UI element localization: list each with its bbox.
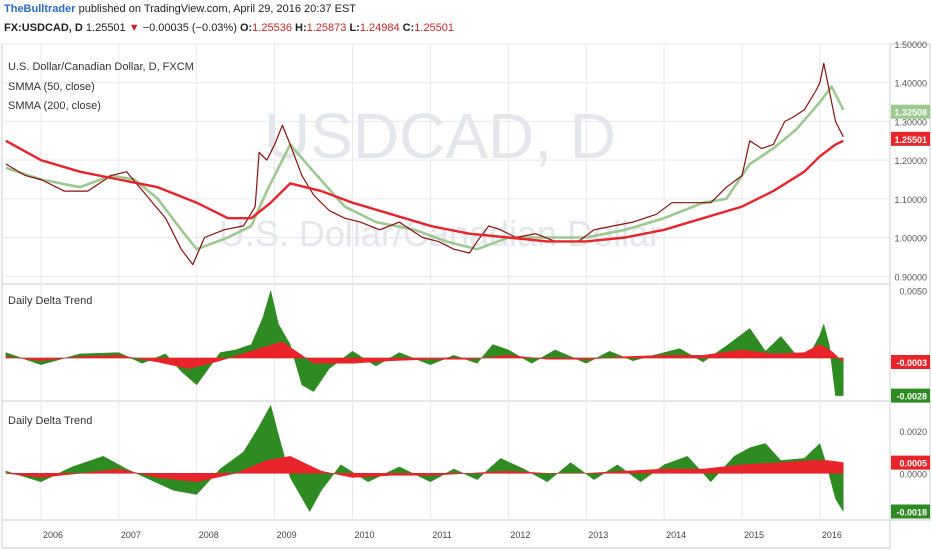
last-price: 1.25501 [85, 22, 126, 34]
close-key: C: [402, 22, 415, 34]
delta1-red-area [5, 341, 844, 369]
legend-smma50[interactable]: SMMA (50, close) [8, 81, 95, 93]
price-tick-label: 1.30000 [894, 117, 927, 127]
price-badge-label: -0.0003 [896, 358, 927, 368]
price-change: −0.00035 (−0.03%) [142, 22, 237, 34]
price-badge [891, 388, 930, 403]
price-badge [891, 104, 930, 119]
x-tick-labels: 2006 2007 2008 2009 2010 2011 2012 2013 2014 2015… [43, 530, 842, 540]
y-tick-labels: 1.50000 1.40000 1.30000 1.20000 1.10000 1.000… [894, 40, 927, 479]
price-tick-label: 1.40000 [894, 79, 927, 89]
legend-title: U.S. Dollar/Canadian Dollar, D, FXCM [8, 61, 194, 73]
down-arrow-icon: ▼ [128, 22, 140, 34]
price-badge-label: -0.0028 [896, 392, 927, 402]
x-tick-label: 2009 [277, 530, 297, 540]
symbol-ohlc-line: FX:USDCAD, D 1.25501 ▼ −0.00035 (−0.03%)… [0, 19, 932, 38]
delta1-tick-label: 0.0050 [899, 287, 927, 297]
price-tick-label: 0.90000 [894, 272, 927, 282]
price-tick-label: 1.10000 [894, 195, 927, 205]
smma200-line [5, 139, 844, 243]
gridlines [2, 43, 890, 520]
delta1-title[interactable]: Daily Delta Trend [8, 295, 92, 307]
price-tick-label: 1.20000 [894, 156, 927, 166]
published-text: published on TradingView.com, April 29, … [78, 3, 357, 15]
smma50-line [5, 85, 845, 251]
low-key: L: [349, 22, 360, 34]
x-tick-label: 2010 [355, 530, 375, 540]
price-tick-label: 1.00000 [894, 234, 927, 244]
price-badge [891, 355, 930, 369]
price-scale[interactable] [889, 43, 931, 521]
open-key: O: [239, 22, 253, 34]
delta2-tick-label: 0.0020 [899, 427, 927, 437]
delta2-red-area [5, 456, 844, 483]
watermark-symbol: USDCAD, D [264, 100, 616, 172]
delta2-green-area [5, 404, 844, 513]
price-badge-label: -0.0018 [896, 508, 927, 518]
delta2-series-group [5, 404, 844, 513]
author-link[interactable]: TheBulltrader [4, 3, 76, 15]
x-tick-label: 2011 [432, 530, 451, 540]
x-tick-label: 2007 [121, 530, 141, 540]
delta2-title[interactable]: Daily Delta Trend [8, 415, 92, 427]
price-badge [891, 455, 930, 470]
chart-canvas[interactable]: USDCAD, D U.S. Dollar/Canadian Dollar U.… [0, 38, 932, 550]
open-value: 1.25536 [252, 22, 292, 34]
symbol-label: FX:USDCAD, D [4, 22, 83, 34]
delta2-tick-label: 0.0000 [899, 469, 927, 479]
price-series-group [5, 62, 845, 266]
price-badges: 1.32508 1.25501 -0.0003 -0.0028 0.0005 -0.001… [891, 104, 930, 519]
time-scale[interactable] [1, 519, 891, 549]
delta1-series-group [5, 289, 844, 396]
x-tick-label: 2013 [588, 530, 608, 540]
close-value: 1.25501 [414, 22, 455, 34]
x-tick-label: 2008 [199, 530, 219, 540]
legend-smma200[interactable]: SMMA (200, close) [8, 100, 101, 112]
price-badge-label: 1.32508 [894, 108, 927, 118]
x-tick-label: 2006 [43, 530, 63, 540]
price-badge [891, 504, 930, 519]
x-tick-label: 2014 [666, 530, 686, 540]
high-value: 1.25873 [306, 22, 347, 34]
low-value: 1.24984 [359, 22, 400, 34]
price-badge [891, 131, 930, 146]
x-tick-label: 2016 [822, 530, 842, 540]
price-line [5, 62, 844, 266]
x-tick-label: 2012 [510, 530, 530, 540]
watermark-description: U.S. Dollar/Canadian Dollar [219, 213, 661, 254]
price-badge-label: 0.0005 [899, 459, 927, 469]
price-tick-label: 1.50000 [894, 40, 927, 50]
publish-header: TheBulltrader published on TradingView.c… [0, 0, 932, 19]
x-tick-label: 2015 [744, 530, 764, 540]
price-badge-label: 1.25501 [894, 135, 927, 145]
high-key: H: [295, 22, 307, 34]
